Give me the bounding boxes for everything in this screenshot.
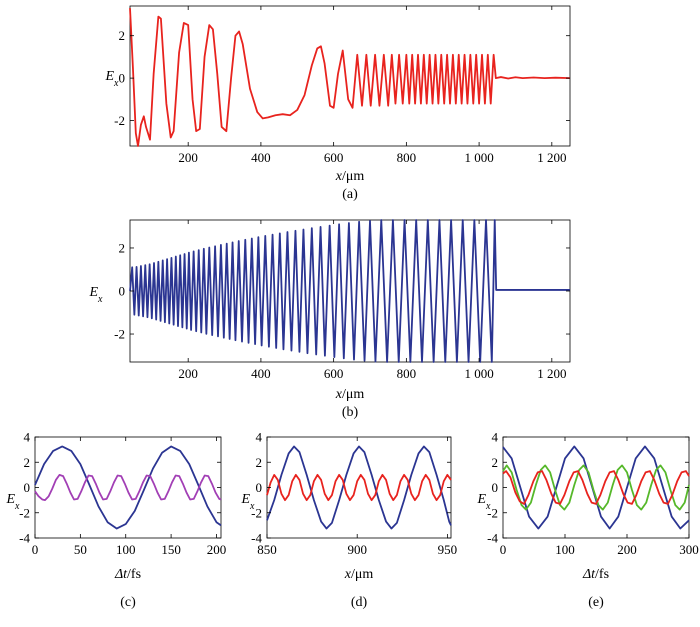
- x-tick-label-d-0: 850: [257, 542, 277, 557]
- x-tick-label-b-3: 800: [397, 366, 417, 381]
- y-tick-label-e-2: 0: [492, 480, 499, 495]
- chart-panel-e: 0 100 200 300 -4 -2 0 2 4 Ex Δt/fs (e): [476, 430, 698, 611]
- plot-frame-c: [34, 436, 222, 539]
- x-tick-label-b-1: 400: [251, 366, 271, 381]
- y-axis-label-d: Ex: [240, 492, 255, 512]
- x-tick-label-c-4: 200: [207, 542, 227, 557]
- y-tick-label-a-1: 0: [119, 71, 126, 86]
- x-tick-label-d-1: 900: [347, 542, 367, 557]
- y-ticks-c: -4 -2 0 2 4: [19, 430, 221, 546]
- plot-area-c: [34, 445, 222, 530]
- y-tick-label-a-2: 2: [119, 28, 126, 43]
- series-line-d-0: [266, 445, 452, 530]
- series-line-c-0: [34, 445, 222, 530]
- y-tick-label-c-2: 0: [24, 480, 31, 495]
- x-ticks-d: 850 900 950: [257, 437, 457, 557]
- y-tick-label-b-0: -2: [114, 327, 125, 342]
- y-axis-label-e: Ex: [476, 492, 491, 512]
- y-axis-label-c: Ex: [5, 492, 20, 512]
- x-ticks-a: 200 400 600 800 1 000 1 200: [178, 6, 566, 165]
- caption-e: (e): [588, 595, 604, 610]
- x-tick-label-a-3: 800: [397, 150, 417, 165]
- y-tick-label-c-3: 2: [24, 455, 31, 470]
- x-tick-label-e-1: 100: [555, 542, 575, 557]
- y-tick-label-e-1: -2: [487, 505, 498, 520]
- y-tick-label-d-0: -4: [251, 531, 262, 546]
- series-line-e-2: [502, 470, 690, 505]
- y-tick-label-a-0: -2: [114, 113, 125, 128]
- series-line-a-0: [129, 8, 571, 147]
- x-tick-label-b-0: 200: [178, 366, 198, 381]
- x-ticks-c: 0 50 100 150 200: [32, 437, 226, 557]
- caption-d: (d): [351, 595, 368, 610]
- plot-frame-d: [266, 436, 452, 539]
- caption-c: (c): [120, 595, 136, 610]
- x-tick-label-a-4: 1 000: [464, 150, 493, 165]
- y-ticks-d: -4 -2 0 2 4: [251, 430, 451, 546]
- y-tick-label-c-1: -2: [19, 505, 30, 520]
- x-tick-label-a-0: 200: [178, 150, 198, 165]
- x-ticks-e: 0 100 200 300: [500, 437, 699, 557]
- plot-area-b: [129, 219, 570, 363]
- y-ticks-b: -2 0 2: [114, 240, 570, 342]
- x-tick-label-a-2: 600: [324, 150, 344, 165]
- x-tick-label-d-2: 950: [438, 542, 458, 557]
- y-tick-label-b-2: 2: [119, 240, 126, 255]
- chart-panel-a: 200 400 600 800 1 000 1 200 -2 0 2 Ex x/μm (a): [104, 5, 571, 202]
- chart-panel-c: 0 50 100 150 200 -4 -2 0 2 4 Ex Δt/fs (c): [5, 430, 226, 611]
- y-tick-label-b-1: 0: [119, 284, 126, 299]
- chart-panel-d: 850 900 950 -4 -2 0 2 4 Ex x/μm (d): [240, 430, 457, 611]
- x-axis-label-a: x/μm: [335, 169, 365, 184]
- x-tick-label-c-2: 100: [116, 542, 136, 557]
- plot-frame-a: [129, 5, 571, 147]
- series-line-d-1: [266, 473, 452, 502]
- series-line-c-1: [34, 473, 222, 502]
- x-tick-label-e-2: 200: [617, 542, 637, 557]
- y-tick-label-d-4: 4: [256, 430, 263, 445]
- y-axis-label-a: Ex: [104, 69, 119, 89]
- x-ticks-b: 200 400 600 800 1 000 1 200: [178, 220, 566, 381]
- x-tick-label-b-5: 1 200: [537, 366, 566, 381]
- x-tick-label-c-3: 150: [161, 542, 181, 557]
- y-tick-label-c-4: 4: [24, 430, 31, 445]
- x-tick-label-c-0: 0: [32, 542, 39, 557]
- y-ticks-a: -2 0 2: [114, 28, 570, 128]
- y-tick-label-d-2: 0: [256, 480, 263, 495]
- y-ticks-e: -4 -2 0 2 4: [487, 430, 689, 546]
- caption-b: (b): [342, 405, 359, 420]
- x-axis-label-d: x/μm: [344, 567, 374, 582]
- plot-area-d: [266, 445, 452, 530]
- x-tick-label-a-1: 400: [251, 150, 271, 165]
- y-axis-label-b: Ex: [88, 285, 103, 305]
- y-tick-label-e-0: -4: [487, 531, 498, 546]
- plot-area-a: [129, 8, 571, 147]
- x-axis-label-c: Δt/fs: [114, 567, 141, 582]
- series-line-e-1: [502, 464, 690, 511]
- y-tick-label-c-0: -4: [19, 531, 30, 546]
- x-tick-label-c-1: 50: [74, 542, 87, 557]
- x-tick-label-e-3: 300: [679, 542, 699, 557]
- x-tick-label-e-0: 0: [500, 542, 507, 557]
- series-line-b-0: [129, 219, 570, 363]
- x-tick-label-b-2: 600: [324, 366, 344, 381]
- x-axis-label-b: x/μm: [335, 387, 365, 402]
- x-tick-label-a-5: 1 200: [537, 150, 566, 165]
- x-axis-label-e: Δt/fs: [582, 567, 609, 582]
- chart-panel-b: 200 400 600 800 1 000 1 200 -2 0 2 Ex x/μm (b): [88, 219, 571, 420]
- y-tick-label-d-3: 2: [256, 455, 263, 470]
- y-tick-label-d-1: -2: [251, 505, 262, 520]
- caption-a: (a): [342, 187, 358, 202]
- y-tick-label-e-4: 4: [492, 430, 499, 445]
- plot-area-e: [502, 445, 690, 530]
- x-tick-label-b-4: 1 000: [464, 366, 493, 381]
- y-tick-label-e-3: 2: [492, 455, 499, 470]
